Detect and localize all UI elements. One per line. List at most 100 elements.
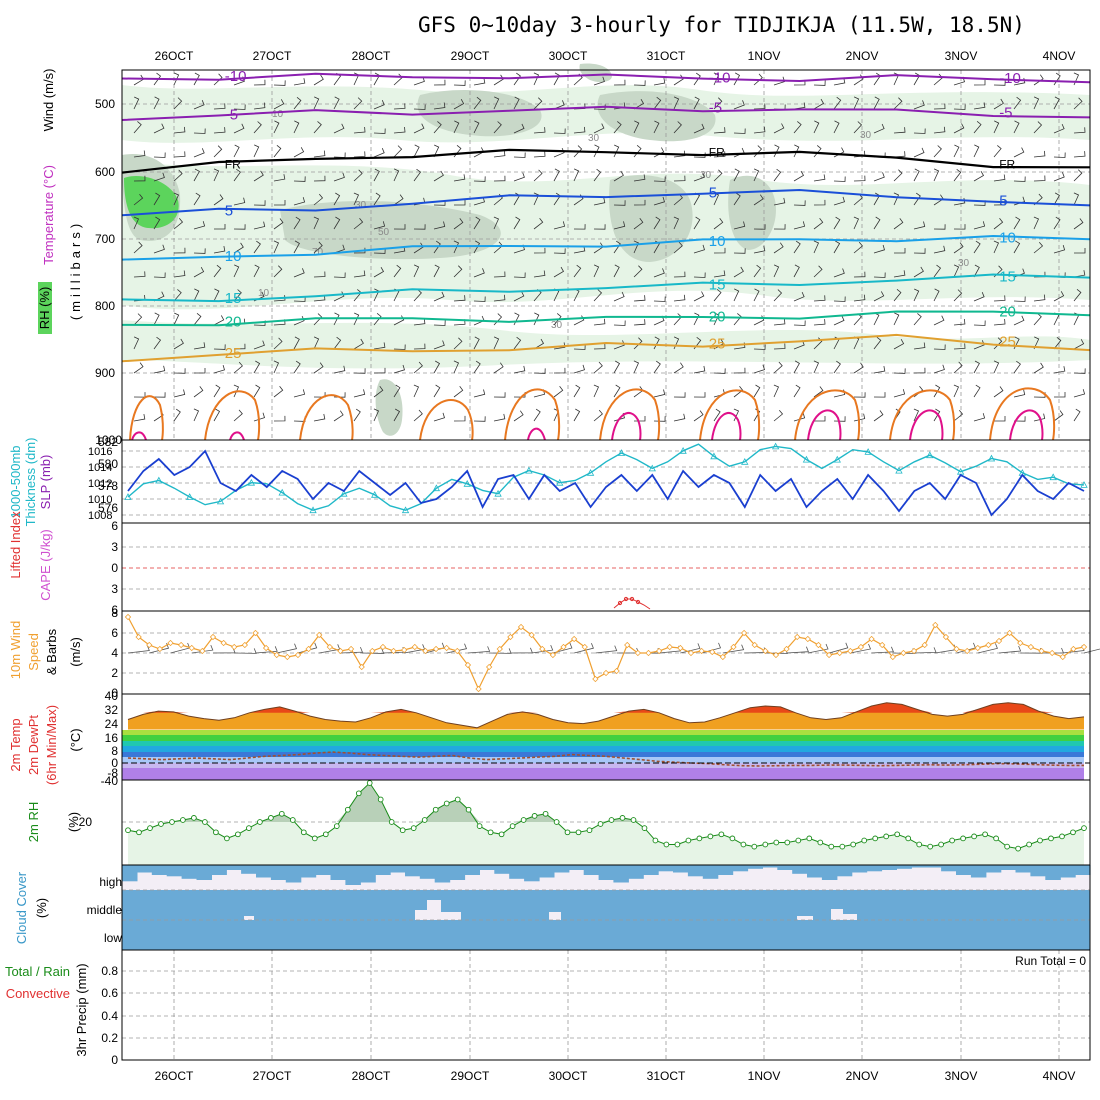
wind-barb [353, 192, 360, 206]
rh2m-marker [564, 829, 571, 836]
wind-barb [813, 337, 823, 350]
wind-barb [313, 150, 326, 158]
p-tick-500: 500 [95, 97, 115, 111]
wind-barb [1074, 248, 1086, 254]
wind-barb [173, 338, 184, 350]
wind-barb [173, 247, 186, 254]
wind10-marker [836, 649, 843, 657]
cloud-high-bar [479, 865, 495, 870]
wind-barb [373, 408, 380, 422]
isotherm-label-6-1: 20 [709, 309, 726, 326]
wind-barb [433, 102, 446, 110]
cloud-mid-gaps [244, 900, 857, 920]
wind10-marker [815, 641, 822, 649]
rh-contour-label-1: 10 [272, 109, 284, 120]
wind10-marker [655, 647, 663, 655]
wind-barb [433, 79, 446, 86]
wind10-marker [241, 641, 249, 649]
isotherm-label-0-0: -10 [225, 68, 247, 85]
precip-convective-label: Convective [6, 986, 70, 1001]
wind-barb [613, 240, 621, 254]
wind-barb [453, 174, 466, 182]
near-surface-loop-1 [129, 395, 164, 441]
wind10-marker [613, 667, 620, 675]
isotherm-lines: -10 -10 -10 -5 -5 -5 FR FR FR 5 5 5 10 10 10 15 15 15 20 20… [121, 68, 1091, 363]
rh2m-marker [476, 823, 483, 829]
wind-barb [233, 197, 246, 206]
wind-barb [613, 360, 621, 374]
wind-barb [873, 216, 881, 230]
cloud-high-bar [166, 865, 183, 877]
wind-barb [773, 123, 785, 134]
wind-barb [433, 291, 445, 302]
wind-barb [353, 97, 363, 110]
wind-barb [593, 224, 606, 230]
wind-barb [753, 288, 760, 302]
w10-tick-8: 8 [111, 606, 118, 620]
wind-barb [953, 224, 966, 230]
wind-barb [893, 270, 906, 278]
upper-air-panel: 10 30 50 70 30 10 30 30 30 30 -10 -10 -10-… [37, 63, 1091, 447]
wind10-marker [358, 663, 365, 671]
top-tick-28oct: 28OCT [352, 49, 391, 63]
thickness-marker [247, 478, 256, 486]
wind-barb [313, 336, 320, 350]
wind-barb [373, 148, 385, 158]
wind-barb [353, 126, 366, 134]
wind-barb [393, 168, 400, 182]
cloud-gap-2 [415, 910, 427, 920]
wind10-marker [337, 647, 344, 655]
wind-barb [953, 343, 966, 350]
wind-barb [653, 176, 666, 182]
cloud-gap-5 [549, 912, 561, 920]
wind-barb [253, 170, 264, 182]
wind-barb [133, 121, 142, 134]
temp2m-fill [128, 702, 1084, 730]
wind-barb [413, 289, 422, 302]
rh2m-marker [213, 829, 219, 836]
wind-barb [873, 172, 885, 182]
wind-barb [973, 240, 981, 254]
rh-contour-label-6: 10 [258, 288, 270, 299]
wind-barb [1033, 362, 1044, 374]
wind-barb [1033, 96, 1040, 110]
wind-barb [493, 313, 503, 326]
wind-barb [953, 104, 966, 110]
wind-barb [693, 244, 706, 254]
isotherm-3 [121, 188, 1091, 217]
wind-barb [633, 265, 643, 278]
wind-barb [193, 248, 206, 254]
rh2m-area-high [128, 783, 1084, 822]
wind-barb [373, 221, 386, 230]
rh-contour-label-5: 30 [588, 133, 600, 144]
wind-barb [993, 337, 1003, 350]
wind-barb [1013, 216, 1021, 230]
cloud-high-bar [330, 865, 346, 880]
wind-barb [493, 271, 506, 278]
wind-barb [233, 264, 240, 278]
wind-barb [953, 144, 960, 158]
rh2m-marker [487, 829, 494, 836]
cloud-high-bar [792, 865, 808, 874]
wind-barb [1073, 97, 1083, 110]
li-tick-0: 0 [111, 561, 118, 575]
wind-barb [393, 364, 406, 374]
wind-barb [713, 408, 721, 422]
wind10-marker [273, 651, 280, 659]
wind-barb [293, 268, 305, 278]
wind-barb [1033, 336, 1040, 350]
cloud-high-bar [762, 865, 778, 868]
wind10-barb [850, 643, 872, 654]
rh-cell-7 [375, 379, 403, 436]
wind-barb [153, 123, 165, 134]
wind10-barb [722, 644, 745, 654]
wind10-marker [900, 649, 907, 657]
wind-barb [213, 288, 220, 302]
wind10-marker [942, 633, 950, 641]
wind-barb [1053, 152, 1066, 158]
cloud-high-bar [985, 865, 1002, 873]
pr-tick-04: 0.4 [101, 1009, 118, 1023]
wind-barb [1073, 151, 1086, 158]
wind-barb [973, 102, 986, 110]
wind-barb [274, 200, 286, 206]
